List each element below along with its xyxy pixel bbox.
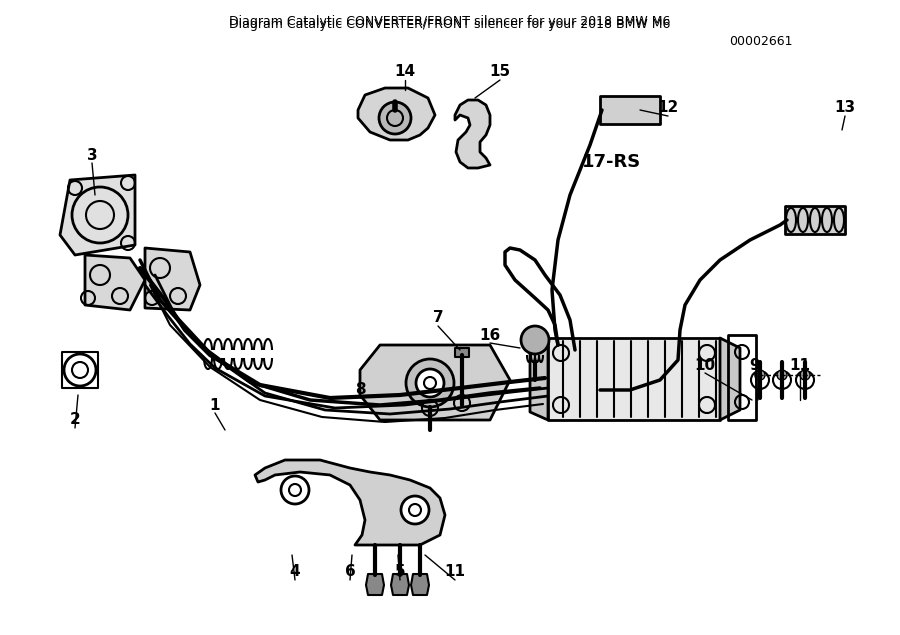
Text: Diagram Catalytic CONVERTER/FRONT silencer for your 2018 BMW M6: Diagram Catalytic CONVERTER/FRONT silenc… [230, 15, 670, 28]
Text: 7: 7 [433, 311, 444, 326]
Text: Diagram Catalytic CONVERTER/FRONT silencer for your 2018 BMW M6: Diagram Catalytic CONVERTER/FRONT silenc… [230, 18, 670, 31]
Text: 1: 1 [210, 398, 220, 413]
Polygon shape [530, 338, 548, 420]
Text: 6: 6 [345, 565, 356, 580]
Circle shape [800, 370, 810, 380]
Text: 5: 5 [395, 565, 405, 580]
Circle shape [416, 369, 444, 397]
Polygon shape [411, 574, 429, 595]
Polygon shape [145, 248, 200, 310]
Text: 12: 12 [657, 100, 679, 116]
Circle shape [406, 359, 454, 407]
Circle shape [777, 370, 787, 380]
Text: 11: 11 [445, 565, 465, 580]
Text: 17-RS: 17-RS [582, 153, 642, 171]
Polygon shape [391, 574, 409, 595]
Polygon shape [360, 345, 510, 420]
Circle shape [755, 370, 765, 380]
Polygon shape [366, 574, 384, 595]
Text: 8: 8 [355, 382, 365, 398]
Text: 4: 4 [290, 565, 301, 580]
Text: 14: 14 [394, 65, 416, 79]
Circle shape [281, 476, 309, 504]
Circle shape [401, 496, 429, 524]
Circle shape [521, 326, 549, 354]
Polygon shape [720, 338, 740, 420]
Text: 00002661: 00002661 [729, 35, 792, 48]
Polygon shape [85, 255, 145, 310]
Text: 3: 3 [86, 147, 97, 163]
Polygon shape [358, 88, 435, 140]
Text: 10: 10 [695, 358, 716, 373]
Polygon shape [455, 348, 469, 357]
Text: 15: 15 [490, 65, 510, 79]
Text: 16: 16 [480, 328, 500, 342]
Text: 11: 11 [789, 358, 811, 373]
Text: 13: 13 [834, 100, 856, 116]
Polygon shape [600, 96, 660, 124]
Polygon shape [785, 206, 845, 234]
Polygon shape [455, 100, 490, 168]
Circle shape [379, 102, 411, 134]
Text: 9: 9 [750, 358, 760, 373]
Polygon shape [255, 460, 445, 545]
Text: 2: 2 [69, 413, 80, 427]
Polygon shape [548, 338, 720, 420]
Polygon shape [60, 175, 135, 255]
